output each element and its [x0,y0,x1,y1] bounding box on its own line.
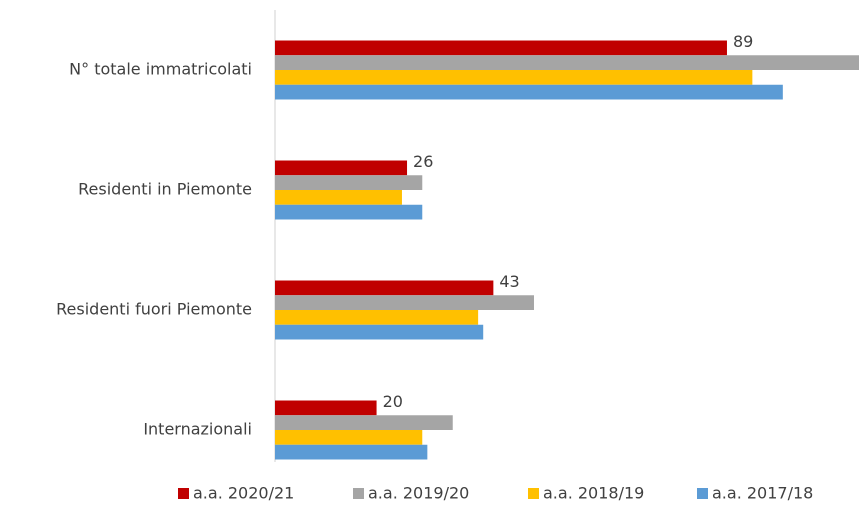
legend-label: a.a. 2019/20 [368,484,469,503]
bar [275,400,377,416]
bar [275,70,753,85]
y-tick-label: Internazionali [143,420,252,439]
data-label: 89 [733,32,753,51]
bar [275,175,423,190]
bar [275,160,408,176]
data-label: 43 [499,272,519,291]
bar [275,430,423,445]
bar [275,204,423,220]
bar [275,55,859,70]
y-tick-label: Residenti fuori Piemonte [56,300,252,319]
legend-label: a.a. 2017/18 [712,484,813,503]
legend-swatch [528,488,539,499]
data-label: 20 [383,392,403,411]
bar [275,84,783,100]
legend-swatch [697,488,708,499]
legend-label: a.a. 2020/21 [193,484,294,503]
y-tick-label: N° totale immatricolati [69,60,252,79]
bar [275,40,727,56]
legend-swatch [178,488,189,499]
legend-label: a.a. 2018/19 [543,484,644,503]
legend-swatch [353,488,364,499]
bar [275,310,479,325]
bar [275,444,428,460]
bar [275,324,484,340]
bar [275,295,534,310]
y-tick-label: Residenti in Piemonte [78,180,252,199]
bar [275,280,494,296]
bar [275,415,453,430]
bar [275,190,402,205]
data-label: 26 [413,152,433,171]
